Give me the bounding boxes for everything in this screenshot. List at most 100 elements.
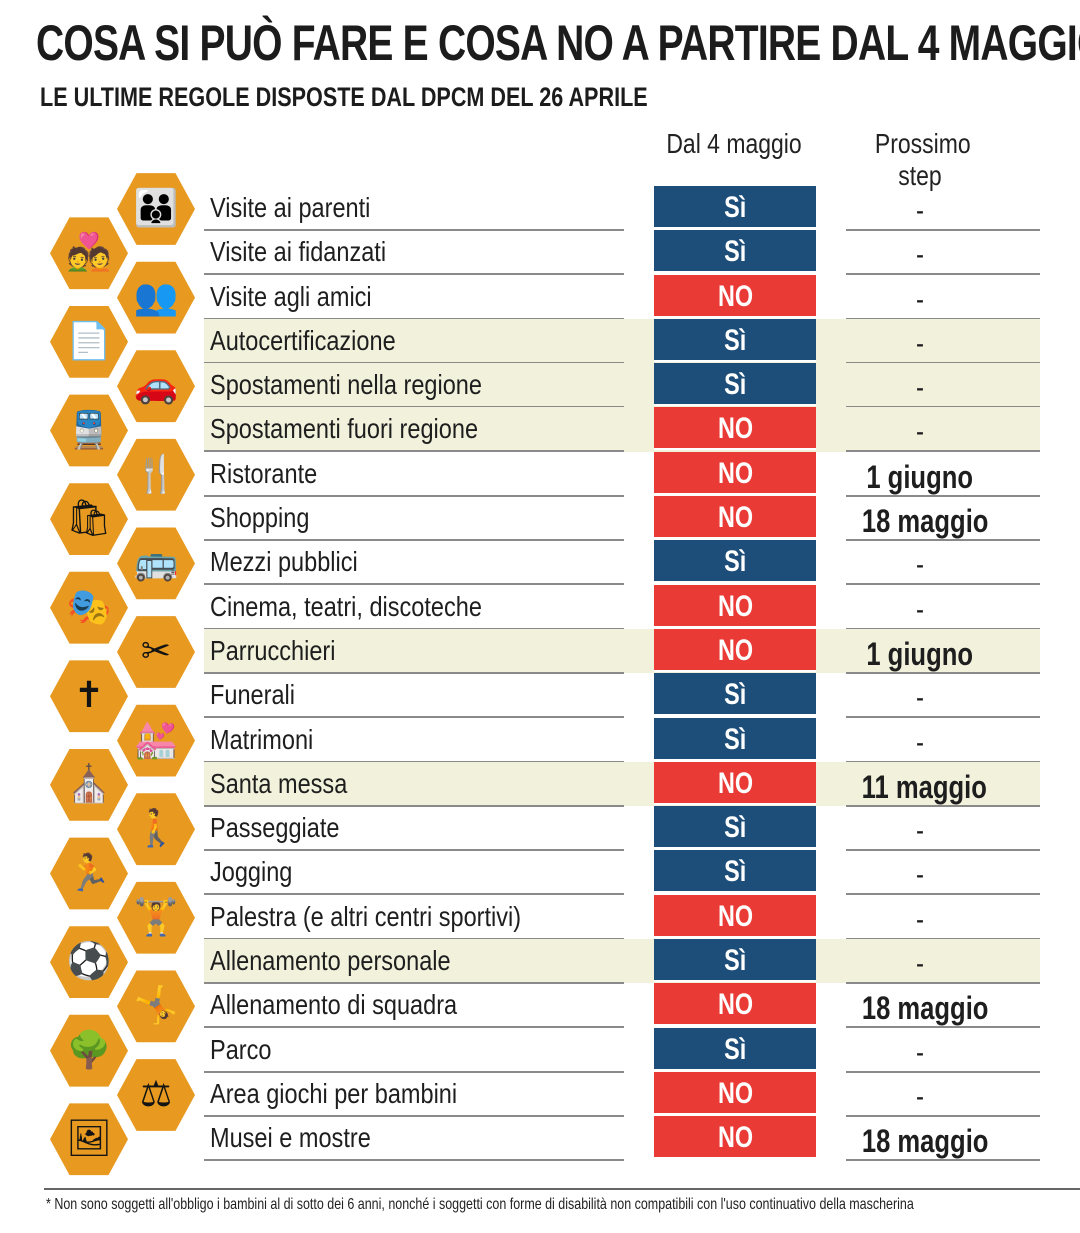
table-row: Visite ai parenti Sì - — [0, 186, 1080, 231]
row-highlight — [204, 628, 1040, 674]
status-badge-yes: Sì — [654, 673, 816, 717]
next-step-divider — [846, 494, 1040, 497]
row-divider — [204, 317, 624, 320]
row-divider — [204, 671, 624, 674]
next-step-text: - — [916, 1035, 924, 1069]
next-step-text: - — [916, 1079, 924, 1113]
table-row: Jogging Sì - — [0, 850, 1080, 896]
team-training-icon: 🤸 — [133, 985, 179, 1027]
theater-masks-icon: 🎭 — [66, 586, 112, 628]
activity-label: Passeggiate — [210, 812, 340, 844]
row-highlight — [204, 363, 1040, 408]
status-text: NO — [717, 412, 753, 446]
status-badge-yes: Sì — [654, 717, 816, 761]
table-row: Musei e mostre NO 18 maggio — [0, 1116, 1080, 1162]
next-step-divider — [846, 982, 1040, 985]
next-step-divider — [846, 406, 1040, 409]
next-step-text: - — [916, 814, 924, 848]
next-step-text: - — [916, 902, 924, 936]
table-row: Autocertificazione Sì - — [0, 318, 1080, 364]
row-divider — [204, 716, 624, 719]
page-subtitle: LE ULTIME REGOLE DISPOSTE DAL DPCM DEL 2… — [40, 82, 648, 112]
next-step-divider — [846, 317, 1040, 320]
next-step-text: 1 giugno — [866, 458, 974, 495]
row-divider — [204, 982, 624, 985]
activity-label: Visite ai fidanzati — [210, 236, 387, 268]
seesaw-icon: ⚖ — [139, 1074, 173, 1115]
status-badge-no: NO — [654, 496, 816, 540]
status-text: Sì — [723, 944, 747, 978]
table-row: Mezzi pubblici Sì - — [0, 540, 1080, 586]
status-text: Sì — [723, 1032, 747, 1066]
status-badge-yes: Sì — [654, 540, 816, 584]
table-row: Palestra (e altri centri sportivi) NO - — [0, 894, 1080, 940]
row-divider — [204, 893, 624, 896]
next-step-value: - — [846, 720, 994, 760]
activity-label: Jogging — [210, 856, 293, 888]
status-text: Sì — [723, 678, 747, 712]
next-step-divider — [846, 273, 1040, 276]
train-icon: 🚆 — [66, 409, 112, 451]
next-step-text: - — [916, 415, 924, 449]
activity-label: Shopping — [210, 502, 310, 534]
table-row: Visite agli amici NO - — [0, 274, 1080, 320]
next-step-text: - — [916, 371, 924, 405]
next-step-text: 18 maggio — [861, 1123, 989, 1160]
status-text: NO — [717, 456, 753, 490]
column-header-next: Prossimo step — [854, 128, 985, 192]
table-row: Parrucchieri NO 1 giugno — [0, 628, 1080, 674]
next-step-value: - — [846, 365, 994, 405]
next-step-value: - — [846, 941, 994, 981]
table-row: Spostamenti fuori regione NO - — [0, 407, 1080, 453]
next-step-value: 18 maggio — [846, 985, 994, 1026]
table-row: Passeggiate Sì - — [0, 806, 1080, 852]
next-step-divider — [846, 229, 1040, 231]
status-text: Sì — [723, 323, 747, 357]
row-divider — [204, 361, 624, 364]
next-step-text: 1 giugno — [866, 635, 974, 672]
activity-label: Funerali — [210, 679, 295, 711]
row-highlight — [204, 939, 1040, 984]
next-step-value: - — [846, 321, 994, 361]
scissors-comb-icon: ✂ — [140, 631, 172, 672]
row-highlight — [204, 761, 1040, 807]
next-step-text: - — [916, 858, 924, 892]
status-text: NO — [717, 279, 753, 313]
car-icon: 🚗 — [133, 365, 179, 407]
status-badge-no: NO — [654, 274, 816, 318]
row-divider — [204, 450, 624, 453]
next-step-divider — [846, 1026, 1040, 1029]
table-row: Shopping NO 18 maggio — [0, 496, 1080, 542]
cutlery-icon: 🍴 — [133, 453, 179, 495]
row-divider — [204, 1114, 624, 1117]
activity-label: Cinema, teatri, discoteche — [210, 590, 482, 622]
activity-label: Allenamento personale — [210, 945, 451, 977]
row-divider — [204, 937, 624, 940]
next-step-text: - — [916, 725, 924, 759]
next-step-divider — [846, 760, 1040, 763]
table-row: Spostamenti nella regione Sì - — [0, 363, 1080, 409]
status-badge-yes: Sì — [654, 186, 816, 229]
scissors-comb-hexagon: ✂ — [117, 616, 195, 688]
activity-label: Palestra (e altri centri sportivi) — [210, 900, 522, 932]
row-divider — [204, 849, 624, 852]
next-step-divider — [846, 539, 1040, 542]
status-text: NO — [717, 899, 753, 933]
footnote: * Non sono soggetti all'obbligo i bambin… — [46, 1196, 914, 1213]
grave-cross-hexagon: ✝ — [50, 660, 128, 733]
weightlifter-icon: 🏋 — [133, 896, 179, 938]
status-badge-yes: Sì — [654, 806, 816, 850]
family-hexagon: 👪 — [117, 173, 195, 245]
status-badge-yes: Sì — [654, 363, 816, 407]
status-text: Sì — [723, 545, 747, 579]
row-divider — [204, 804, 624, 807]
next-step-divider — [846, 937, 1040, 940]
table-row: Parco Sì - — [0, 1027, 1080, 1073]
activity-label: Mezzi pubblici — [210, 546, 358, 578]
next-step-divider — [846, 1159, 1040, 1162]
next-step-value: - — [846, 542, 994, 582]
next-step-divider — [846, 450, 1040, 453]
table-row: Matrimoni Sì - — [0, 717, 1080, 763]
rules-table: Visite ai parenti Sì - Visite ai fidanzati S… — [0, 186, 1080, 1162]
next-step-divider — [846, 361, 1040, 364]
